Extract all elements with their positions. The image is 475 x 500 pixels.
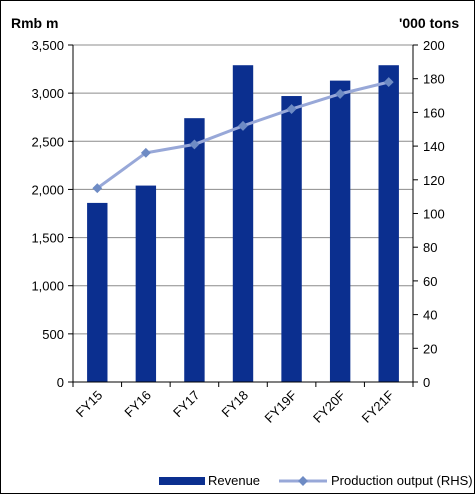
right-axis-tick-label: 40 (423, 308, 437, 323)
left-axis-tick-label: 2,000 (31, 182, 64, 197)
right-axis-tick-label: 180 (423, 72, 445, 87)
right-axis-tick-label: 160 (423, 105, 445, 120)
revenue-bar (87, 202, 108, 382)
legend: Revenue Production output (RHS) (159, 473, 473, 488)
revenue-bar (378, 65, 399, 382)
right-axis-unit-label: '000 tons (399, 15, 459, 31)
axes (68, 44, 418, 387)
right-axis-tick-label: 120 (423, 173, 445, 188)
production-line (92, 77, 394, 194)
x-axis-tick-label: FY19F (261, 387, 299, 425)
right-axis-tick-label: 100 (423, 207, 445, 222)
revenue-bar (329, 80, 351, 382)
revenue-bars (87, 65, 399, 383)
left-axis-unit-label: Rmb m (11, 15, 58, 31)
x-axis-tick-label: FY17 (170, 388, 203, 421)
revenue-bar (281, 96, 302, 382)
left-axis-tick-label: 3,500 (31, 38, 64, 53)
legend-production-label: Production output (RHS) (331, 473, 473, 488)
legend-revenue-label: Revenue (208, 473, 260, 488)
x-axis-tick-label: FY15 (73, 388, 106, 421)
left-axis-tick-label: 2,500 (31, 134, 64, 149)
legend-revenue-swatch (159, 477, 205, 485)
left-axis-tick-label: 1,000 (31, 279, 64, 294)
legend-production-marker (298, 476, 308, 486)
revenue-bar (135, 185, 157, 382)
left-axis-tick-label: 3,000 (31, 86, 64, 101)
x-axis-tick-label: FY18 (219, 388, 252, 421)
right-axis-tick-label: 140 (423, 139, 445, 154)
right-axis-tick-label: 80 (423, 240, 437, 255)
production-output-marker (140, 147, 151, 158)
production-output-marker (92, 183, 103, 194)
production-output-marker (189, 139, 200, 150)
left-axis-tick-label: 1,500 (31, 231, 64, 246)
production-output-marker (238, 120, 248, 131)
x-axis-tick-label: FY21F (359, 387, 397, 425)
revenue-bar (184, 118, 205, 383)
right-axis-tick-label: 200 (423, 38, 445, 53)
revenue-bar (232, 65, 254, 382)
left-axis-tick-label: 500 (42, 327, 64, 342)
right-axis-tick-label: 20 (423, 341, 437, 356)
x-axis-tick-label: FY16 (121, 388, 154, 421)
left-axis-tick-label: 0 (57, 375, 64, 390)
right-axis-tick-label: 0 (423, 375, 430, 390)
right-axis-tick-label: 60 (423, 274, 437, 289)
x-axis-tick-label: FY20F (310, 387, 348, 425)
